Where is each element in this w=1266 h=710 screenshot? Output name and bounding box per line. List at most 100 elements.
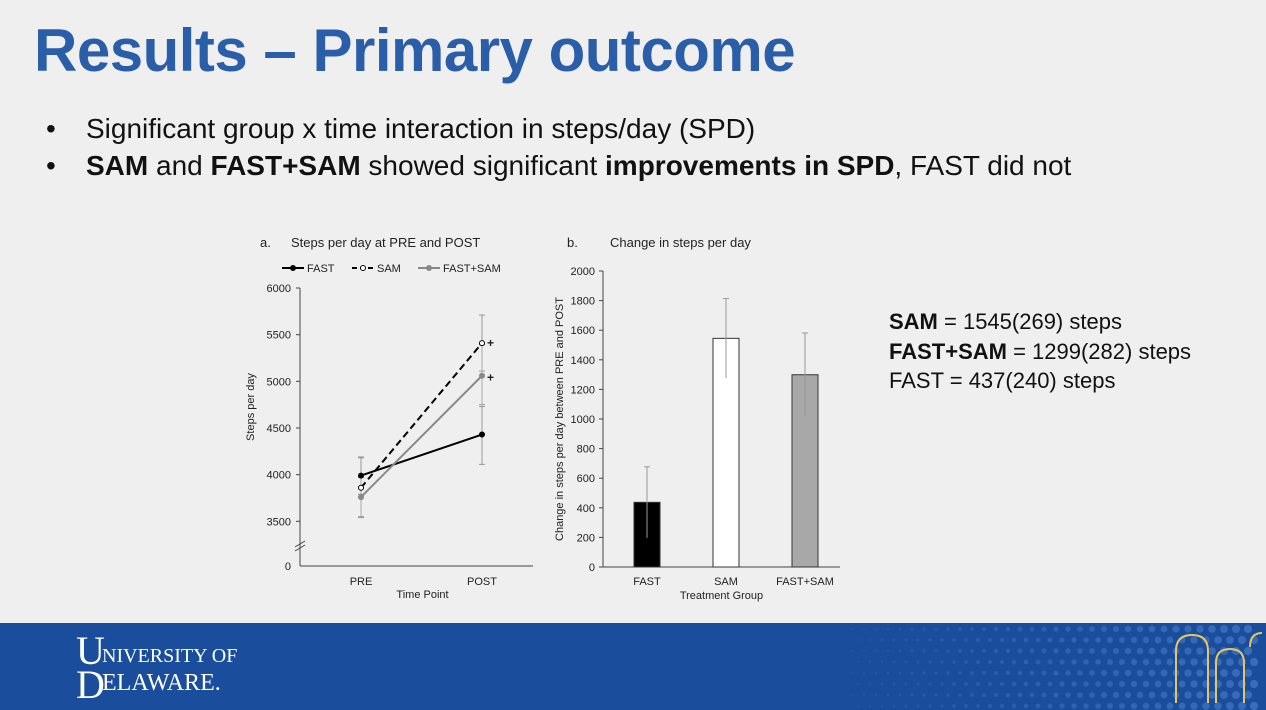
slide-title: Results – Primary outcome [34,17,796,84]
logo-line1: NIVERSITY OF [102,645,237,667]
footer-dot [1196,691,1204,699]
footer-dot [1005,670,1011,676]
bullet-seg: and [148,150,211,181]
legend-label-2: FAST+SAM [443,263,501,275]
footer-dot [1154,658,1162,666]
footer-dot [1107,681,1113,687]
chart-a-panel-label: a. [260,235,271,250]
footer-dot [868,660,872,664]
footer-dot [1107,659,1113,665]
footer-dot [892,660,896,664]
footer-dot [958,627,962,631]
chart-b-ytick-label: 800 [577,444,595,456]
footer-dot [1231,690,1241,700]
footer-dot [1112,647,1120,655]
footer-dot [1166,636,1174,644]
footer-dot [993,692,999,698]
footer-dot [1041,648,1047,654]
legend-label-0: FAST [307,263,335,275]
footer-dot [1017,648,1023,654]
footer-dot [1017,626,1023,632]
footer-dot [1154,636,1162,644]
footer-dot [1023,681,1029,687]
footer-dot [862,649,866,653]
footer-dot [1083,681,1089,687]
footer-dot [1071,659,1077,665]
footer-dot [904,638,908,642]
footer-dot [1112,669,1120,677]
footer-dot [981,626,987,632]
footer-dot [952,638,956,642]
footer-dot [1071,681,1077,687]
footer-dot [1142,680,1150,688]
footer-dot [1231,668,1241,678]
footer-dot [862,671,866,675]
stat-value: = 1545(269) steps [937,309,1122,334]
series-point [358,472,364,479]
footer-dot [946,671,950,675]
series-point [479,372,485,379]
footer-dot [1118,658,1126,666]
university-logo: U D NIVERSITY OF ELAWARE. [76,632,237,702]
footer-dot [1011,703,1017,709]
chart-b-xtick-label: SAM [714,576,738,588]
footer-dot [868,704,872,708]
footer-dot [976,682,980,686]
footer-dot [922,693,926,697]
footer-dot [1148,647,1156,655]
footer-dot [1005,692,1011,698]
footer-dot [987,681,993,687]
footer-dot [1065,648,1071,654]
footer-dot [1220,691,1228,699]
footer-gold-mark [1215,647,1245,703]
footer-dot [862,627,866,631]
footer-dot [1214,702,1222,710]
footer-dot [886,627,890,631]
footer-dot [874,627,878,631]
footer-dot [1214,636,1222,644]
footer-dot [1023,637,1029,643]
footer-dot [1118,702,1126,710]
footer-dot [1047,703,1053,709]
footer-dot [1101,692,1107,698]
footer-dot [1220,625,1228,633]
chart-a-ytick-label: 6000 [267,283,291,295]
footer-dot [1077,692,1083,698]
footer-dot [874,671,878,675]
footer-dot [857,683,859,685]
footer-dot [1208,647,1216,655]
footer-dot [922,671,926,675]
footer-dot [898,649,902,653]
chart-figure: a. Steps per day at PRE and POST FAST SAM FA… [245,235,840,602]
footer-dot [1130,680,1138,688]
footer-dot [1047,681,1053,687]
footer-dot [1136,669,1144,677]
footer-dot [1101,670,1107,676]
footer-dot [952,660,956,664]
footer-dot [1136,647,1144,655]
footer-dot [1154,680,1162,688]
footer-dot [1041,692,1047,698]
chart-a-ytick-label: 4000 [267,470,291,482]
chart-b-ylabel: Change in steps per day between PRE and … [554,297,566,541]
footer-dot [1083,703,1089,709]
footer-dot [1184,691,1192,699]
footer-dot [1142,702,1150,710]
chart-b-ytick-label: 2000 [571,266,595,278]
footer-dot [1023,703,1029,709]
footer-dot [1130,636,1138,644]
footer-dot [934,693,938,697]
footer-dot [928,638,932,642]
footer-dot [1160,669,1168,677]
series-line-sam [360,342,483,489]
footer-dot [1178,658,1186,666]
chart-b-ytick-label: 600 [577,473,595,485]
chart-a-title: Steps per day at PRE and POST [291,235,480,250]
footer-dot [1237,635,1247,645]
footer-dot [964,660,968,664]
footer-dot [1095,637,1101,643]
footer-dot [1154,702,1162,710]
bullet-seg: , FAST did not [894,150,1072,181]
footer-dot [1053,692,1059,698]
